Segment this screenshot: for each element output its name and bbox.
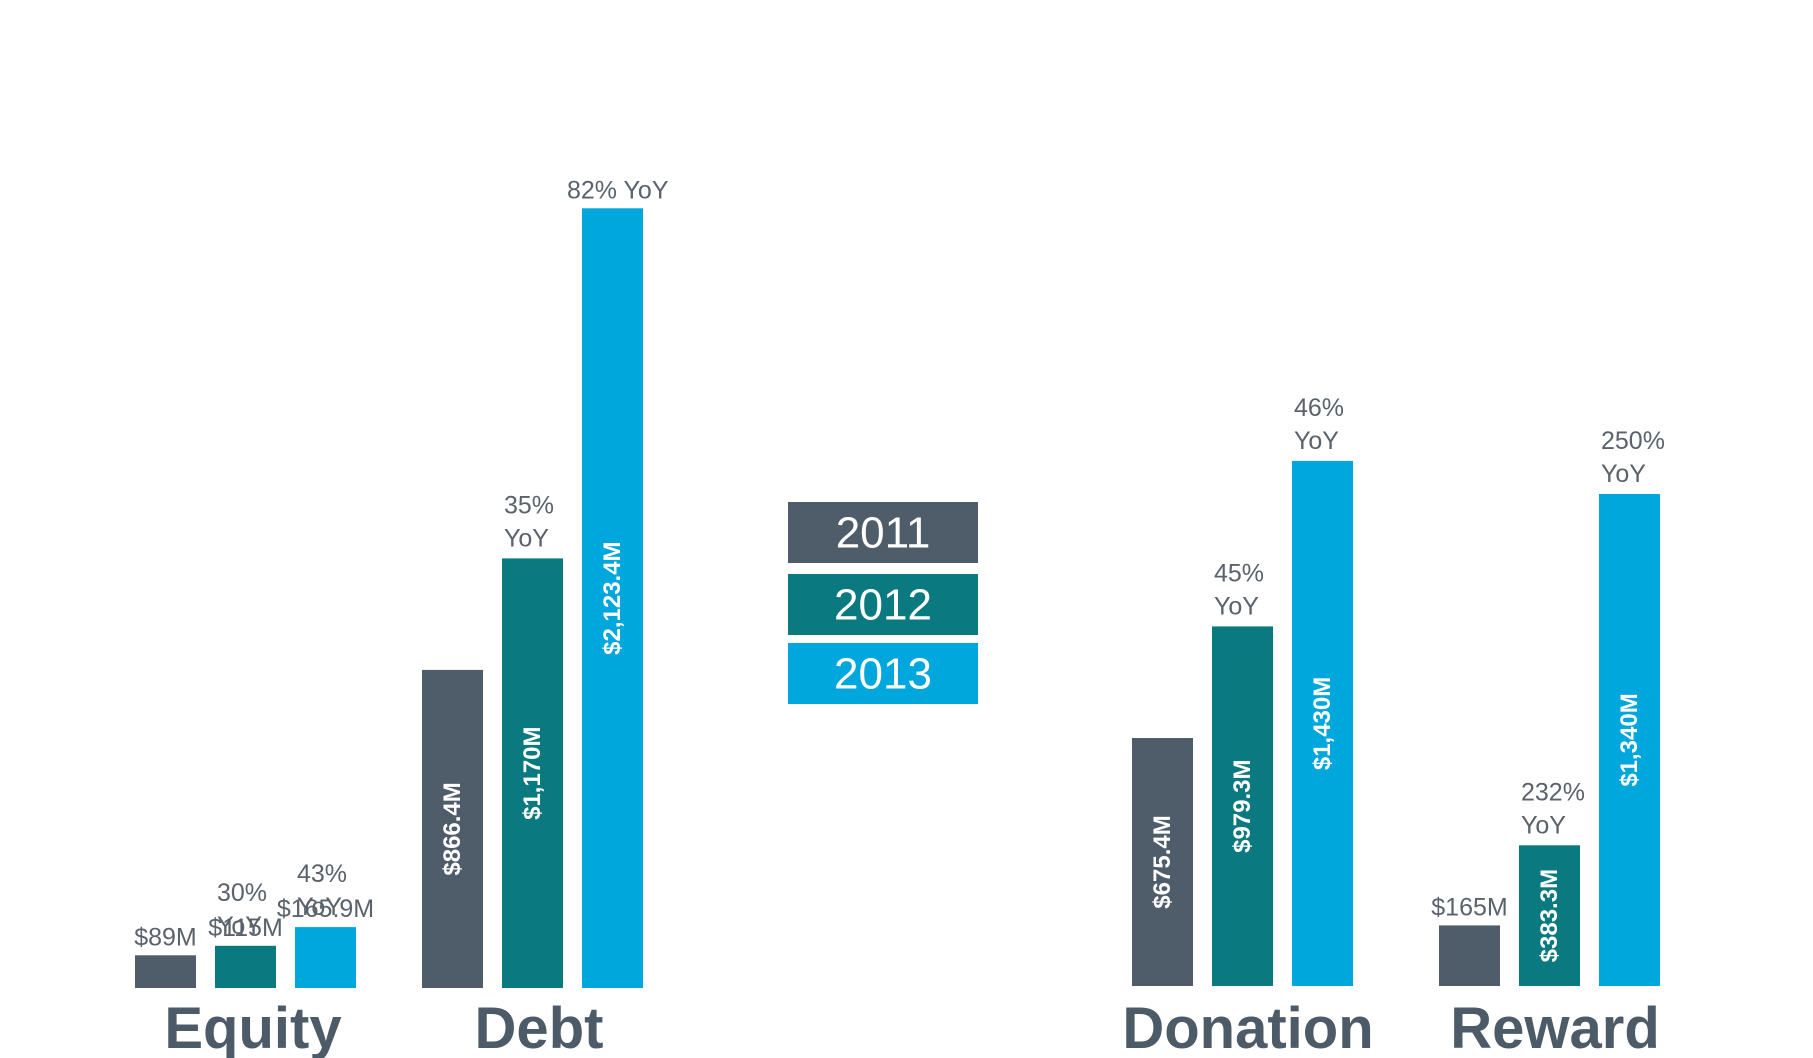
value-label: $165M xyxy=(1431,893,1507,921)
yoy-label: 30% xyxy=(217,879,267,907)
bar-debt-2013 xyxy=(582,208,643,989)
value-label: $1,340M xyxy=(1616,693,1643,786)
category-label: Equity xyxy=(164,996,341,1058)
bars-layer xyxy=(135,208,1660,989)
yoy-label: YoY xyxy=(1521,811,1566,839)
value-label: $2,123.4M xyxy=(599,541,626,654)
value-label: $89M xyxy=(134,923,197,951)
yoy-label: 43% xyxy=(297,860,347,888)
category-label: Reward xyxy=(1450,996,1660,1058)
legend-label: 2011 xyxy=(836,509,931,558)
value-label: $383.3M xyxy=(1536,869,1563,962)
yoy-label: 232% xyxy=(1521,778,1585,806)
yoy-label: 250% xyxy=(1601,427,1665,455)
legend-swatch-2013 xyxy=(788,643,978,704)
yoy-label: YoY xyxy=(297,893,342,921)
value-label: $675.4M xyxy=(1149,815,1176,908)
value-label: $979.3M xyxy=(1229,759,1256,852)
value-label: $1,170M xyxy=(519,726,546,819)
bar-equity-2013 xyxy=(295,927,356,988)
value-label: $866.4M xyxy=(439,782,466,875)
legend-label: 2012 xyxy=(834,581,932,630)
legend-label: 2013 xyxy=(834,650,932,699)
legend: 2011 2012 2013 xyxy=(788,502,978,704)
bar-equity-2011 xyxy=(135,955,196,988)
bar-equity-2012 xyxy=(215,945,276,988)
yoy-label: YoY xyxy=(1294,427,1339,455)
value-label: $1,430M xyxy=(1309,677,1336,770)
bar-donation-2011 xyxy=(1132,738,1193,986)
bar-reward-2011 xyxy=(1439,925,1500,986)
yoy-label: YoY xyxy=(1601,460,1646,488)
yoy-label: 46% xyxy=(1294,394,1344,422)
category-labels: Equity Debt Donation Reward xyxy=(164,996,1659,1058)
yoy-label: YoY xyxy=(1214,592,1259,620)
bar-donation-2013 xyxy=(1292,460,1353,986)
yoy-label: 82% YoY xyxy=(567,176,669,204)
yoy-label: YoY xyxy=(504,524,549,552)
labels-layer: $89M $115M30%YoY$165.9M43%YoY$866.4M$1,17… xyxy=(134,176,1665,962)
legend-swatch-2011 xyxy=(788,502,978,563)
category-label: Debt xyxy=(475,996,604,1058)
bar-reward-2013 xyxy=(1599,494,1660,986)
bar-donation-2012 xyxy=(1212,626,1273,986)
value-label: $115M xyxy=(208,914,283,942)
category-label: Donation xyxy=(1122,996,1373,1058)
yoy-label: 45% xyxy=(1214,559,1264,587)
yoy-label: 35% xyxy=(504,491,554,519)
yoy-label: YoY xyxy=(217,912,262,940)
value-label: $165.9M xyxy=(277,895,374,923)
bar-reward-2012 xyxy=(1519,845,1580,986)
bar-debt-2012 xyxy=(502,558,563,988)
bar-debt-2011 xyxy=(422,669,483,988)
legend-swatch-2012 xyxy=(788,574,978,635)
